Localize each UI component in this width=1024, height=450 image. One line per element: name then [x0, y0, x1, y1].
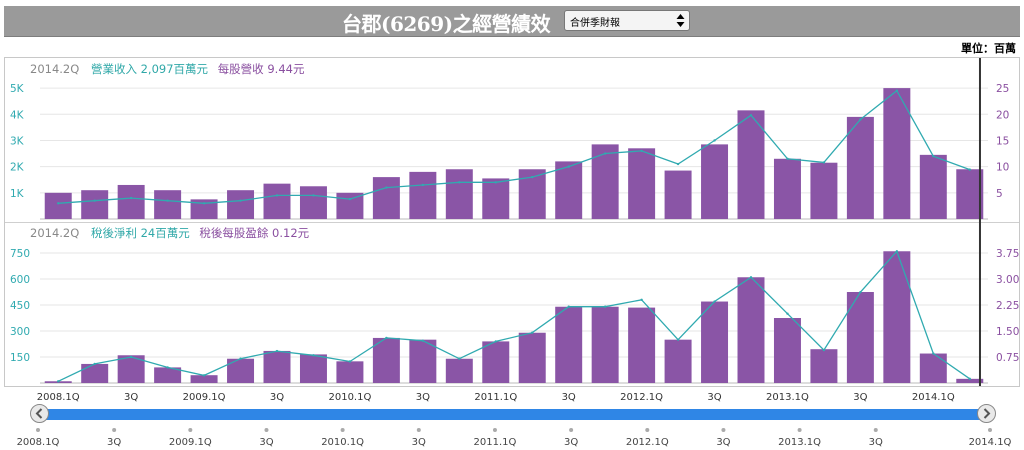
navigator-label: 3Q — [259, 437, 273, 448]
profit-value: 稅後淨利 24百萬元 — [90, 226, 190, 240]
navigator-label: 3Q — [716, 437, 730, 448]
navigator-label: 3Q — [869, 437, 883, 448]
navigator-label: 3Q — [412, 437, 426, 448]
scroll-left-button[interactable] — [30, 404, 49, 423]
report-type-value: 合併季財報 — [570, 18, 620, 29]
revenue-quarter: 2014.2Q — [30, 62, 80, 76]
unit-label: 單位：百萬 — [961, 42, 1016, 55]
navigator-label: 2013.1Q — [778, 437, 821, 448]
profit-quarter: 2014.2Q — [30, 226, 80, 240]
report-type-select[interactable]: 合併季財報 — [564, 10, 690, 31]
title-bar: 台郡(6269)之經營績效 合併季財報 — [4, 6, 1020, 37]
chevron-left-icon — [35, 408, 43, 419]
revenue-value: 營業收入 2,097百萬元 — [90, 62, 209, 76]
navigator-label: 2010.1Q — [321, 437, 364, 448]
page-title: 台郡(6269)之經營績效 — [342, 12, 551, 36]
chevron-right-icon — [983, 408, 991, 419]
navigator-label: 2012.1Q — [626, 437, 669, 448]
navigator-label: 3Q — [107, 437, 121, 448]
range-scrollbar[interactable] — [30, 401, 996, 429]
navigator-label: 3Q — [564, 437, 578, 448]
revenue-per-share: 每股營收 9.44元 — [217, 62, 305, 76]
scroll-track[interactable] — [40, 409, 984, 420]
navigator-label: 2008.1Q — [17, 437, 60, 448]
select-arrows-icon — [676, 14, 685, 27]
chart-area — [4, 57, 1020, 387]
navigator-label: 2011.1Q — [474, 437, 517, 448]
revenue-info: 2014.2Q 營業收入 2,097百萬元 每股營收 9.44元 — [30, 61, 304, 77]
profit-info: 2014.2Q 稅後淨利 24百萬元 稅後每股盈餘 0.12元 — [30, 225, 309, 241]
profit-eps: 稅後每股盈餘 0.12元 — [199, 226, 310, 240]
navigator-label: 2014.1Q — [969, 437, 1012, 448]
scroll-right-button[interactable] — [977, 404, 996, 423]
navigator-label: 2009.1Q — [169, 437, 212, 448]
